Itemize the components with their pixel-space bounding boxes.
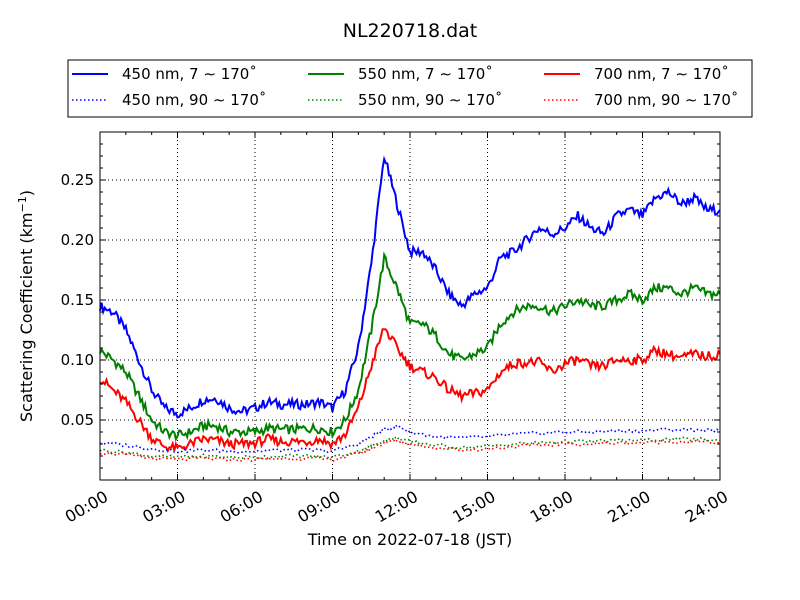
legend-label: 450 nm, 90 ∼ 170˚ <box>122 91 266 109</box>
series-line <box>99 328 721 454</box>
chart-title: NL220718.dat <box>343 20 478 42</box>
x-tick-label: 06:00 <box>217 487 266 527</box>
y-tick-label: 0.25 <box>61 171 94 189</box>
series-line <box>99 437 721 463</box>
legend-label: 550 nm, 90 ∼ 170˚ <box>358 91 502 109</box>
legend-box <box>67 59 753 118</box>
legend-label: 550 nm, 7 ∼ 170˚ <box>358 65 493 83</box>
series-line <box>99 435 721 460</box>
x-axis: 00:00 03:00 06:00 09:00 12:00 15:00 18:00 21:00… <box>62 132 731 526</box>
x-tick-label: 12:00 <box>372 487 421 527</box>
x-tick-label: 03:00 <box>139 487 188 527</box>
legend: 450 nm, 7 ∼ 170˚ 450 nm, 90 ∼ 170˚ 550 nm,… <box>67 59 753 118</box>
x-tick-label: 09:00 <box>294 487 343 527</box>
grid <box>100 132 720 480</box>
x-tick-label: 18:00 <box>527 487 576 527</box>
series-group <box>99 155 721 463</box>
x-tick-label: 24:00 <box>682 487 731 527</box>
legend-label: 700 nm, 90 ∼ 170˚ <box>594 91 738 109</box>
y-axis-label: Scattering Coefficient (km−1) <box>16 190 36 422</box>
y-axis-label-text: Scattering Coefficient (km <box>17 212 36 422</box>
x-tick-label: 21:00 <box>604 487 653 527</box>
x-tick-label: 00:00 <box>62 487 111 527</box>
y-axis-label-close: ) <box>17 190 36 196</box>
y-tick-label: 0.05 <box>61 411 94 429</box>
x-axis-label: Time on 2022-07-18 (JST) <box>307 530 512 549</box>
legend-label: 700 nm, 7 ∼ 170˚ <box>594 65 729 83</box>
y-axis-label-exponent: −1 <box>16 196 29 212</box>
series-line <box>99 423 721 454</box>
y-axis: 0.05 0.10 0.15 0.20 0.25 <box>61 143 720 469</box>
y-tick-label: 0.20 <box>61 231 94 249</box>
x-tick-label: 15:00 <box>449 487 498 527</box>
series-line <box>99 251 721 442</box>
series-line <box>99 155 721 419</box>
legend-label: 450 nm, 7 ∼ 170˚ <box>122 65 257 83</box>
y-tick-label: 0.15 <box>61 291 94 309</box>
y-tick-label: 0.10 <box>61 351 94 369</box>
